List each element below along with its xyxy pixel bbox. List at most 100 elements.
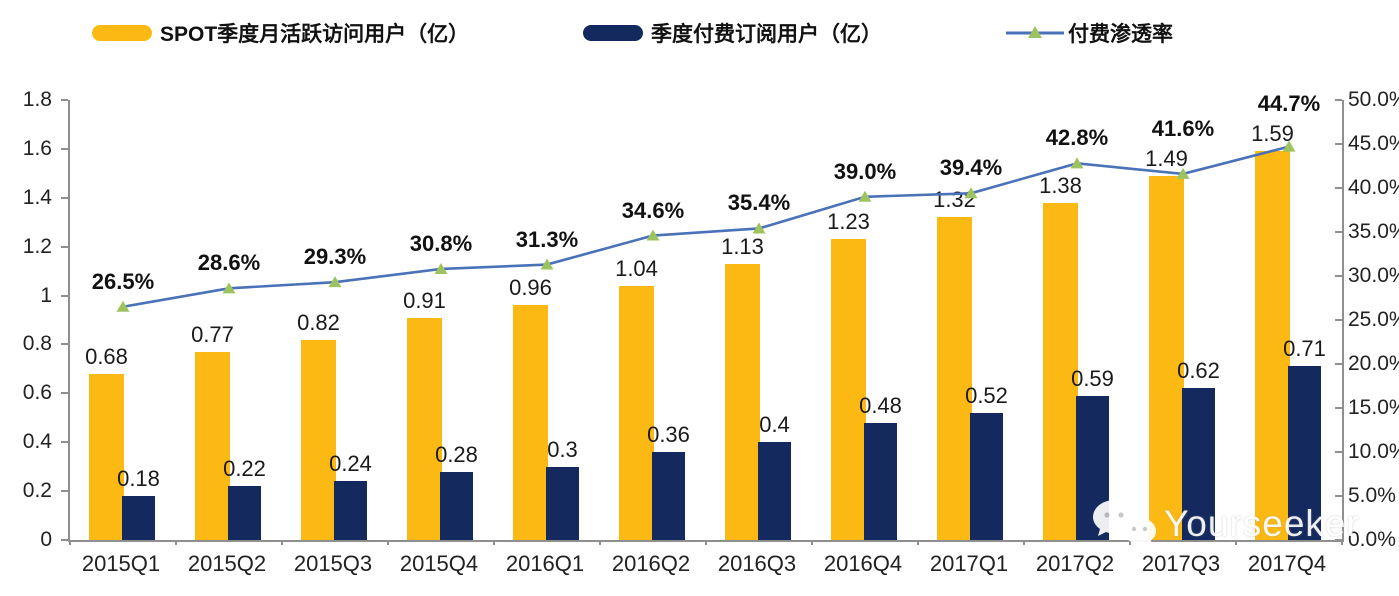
x-tick-label: 2016Q2 xyxy=(611,551,691,576)
x-axis-tick xyxy=(705,540,707,545)
x-axis-tick xyxy=(281,540,283,545)
y-tick-label-left: 1.6 xyxy=(22,136,52,160)
bar-value-label-mau: 0.77 xyxy=(191,321,234,347)
penetration-line xyxy=(116,140,1296,312)
left-axis-tick xyxy=(61,539,68,541)
penetration-pct-label: 41.6% xyxy=(1151,115,1215,141)
x-tick-label: 2015Q4 xyxy=(399,551,479,576)
x-tick-label: 2015Q1 xyxy=(81,551,161,576)
left-axis-tick xyxy=(61,490,68,493)
y-tick-label-right: 0.0% xyxy=(1348,528,1396,551)
right-axis-tick xyxy=(1335,99,1342,101)
x-axis-tick xyxy=(387,540,389,545)
legend-item-mau: SPOT季度月活跃访问用户（亿） xyxy=(92,22,469,46)
bar-value-label-mau: 0.68 xyxy=(85,343,128,369)
right-axis-tick xyxy=(1335,363,1342,365)
bar-subs xyxy=(122,496,155,540)
right-axis-tick xyxy=(1335,451,1342,453)
x-axis-tick xyxy=(1023,540,1025,545)
x-axis-tick xyxy=(1235,540,1237,545)
left-axis-tick xyxy=(61,99,68,101)
y-tick-label-right: 15.0% xyxy=(1348,396,1399,419)
bar-mau xyxy=(725,263,760,540)
x-axis-tick xyxy=(599,540,601,545)
right-axis-tick xyxy=(1335,187,1342,189)
penetration-pct-label: 42.8% xyxy=(1045,125,1109,151)
bar-value-label-mau: 1.49 xyxy=(1145,145,1188,171)
mau-swatch-icon xyxy=(92,25,152,41)
bar-value-label-subs: 0.24 xyxy=(329,451,372,477)
bar-mau xyxy=(937,217,972,540)
line-marker-icon xyxy=(1070,157,1084,169)
legend-label-mau: SPOT季度月活跃访问用户（亿） xyxy=(160,23,470,46)
left-axis-tick xyxy=(61,245,68,248)
penetration-pct-label: 31.3% xyxy=(515,226,579,252)
bar-value-label-mau: 0.96 xyxy=(509,275,552,301)
bar-mau xyxy=(831,239,866,540)
right-axis-tick xyxy=(1335,231,1342,233)
bar-value-label-subs: 0.18 xyxy=(117,466,160,491)
bar-subs xyxy=(546,466,579,540)
y-tick-label-right: 25.0% xyxy=(1348,308,1399,331)
x-tick-label: 2017Q2 xyxy=(1035,551,1115,576)
left-axis-tick xyxy=(61,441,68,444)
x-tick-label: 2017Q4 xyxy=(1247,551,1327,576)
bar-value-label-mau: 1.38 xyxy=(1039,172,1082,198)
bar-subs xyxy=(228,486,261,540)
bar-value-label-mau: 1.04 xyxy=(615,255,658,281)
bar-value-label-mau: 1.13 xyxy=(721,233,764,259)
penetration-pct-label: 26.5% xyxy=(91,268,155,294)
y-tick-label-right: 5.0% xyxy=(1348,484,1396,507)
x-axis-tick xyxy=(69,540,71,545)
legend-item-subs: 季度付费订阅用户（亿） xyxy=(583,22,882,46)
y-tick-label-right: 30.0% xyxy=(1348,264,1399,287)
left-axis-tick xyxy=(61,294,68,297)
x-tick-label: 2016Q3 xyxy=(717,551,797,576)
bar-value-label-subs: 0.71 xyxy=(1283,336,1326,362)
bar-value-label-mau: 1.23 xyxy=(827,209,870,235)
bar-value-label-subs: 0.22 xyxy=(223,456,266,482)
bar-value-label-subs: 0.52 xyxy=(965,382,1008,408)
penetration-pct-label: 28.6% xyxy=(197,250,261,276)
penetration-pct-label: 44.7% xyxy=(1257,91,1321,117)
y-tick-label-right: 20.0% xyxy=(1348,352,1399,375)
bar-value-label-mau: 0.82 xyxy=(297,309,340,335)
line-marker-icon xyxy=(858,190,872,202)
y-tick-label-left: 0.4 xyxy=(22,430,52,454)
penetration-pct-label: 34.6% xyxy=(621,197,685,223)
bar-value-label-mau: 1.59 xyxy=(1251,121,1294,147)
line-marker-icon xyxy=(1176,167,1190,179)
line-marker-icon xyxy=(540,258,554,270)
y-tick-label-right: 40.0% xyxy=(1348,176,1399,199)
right-axis-tick xyxy=(1335,319,1342,321)
bar-value-label-subs: 0.59 xyxy=(1071,365,1114,391)
line-marker-icon xyxy=(646,229,660,241)
left-axis-tick xyxy=(61,147,68,150)
bar-subs xyxy=(758,442,791,540)
y-tick-label-left: 0 xyxy=(40,528,52,551)
y-tick-label-right: 50.0% xyxy=(1348,88,1399,111)
x-tick-label: 2017Q3 xyxy=(1141,551,1221,576)
bar-mau xyxy=(1255,151,1290,540)
x-tick-label: 2016Q1 xyxy=(505,551,585,576)
bar-subs xyxy=(864,422,897,540)
bar-value-label-subs: 0.62 xyxy=(1177,358,1220,384)
x-axis-tick xyxy=(811,540,813,545)
line-marker-icon xyxy=(964,187,978,199)
bar-value-label-subs: 0.28 xyxy=(435,441,478,467)
y-tick-label-right: 35.0% xyxy=(1348,220,1399,243)
bar-value-label-subs: 0.3 xyxy=(547,436,578,462)
x-tick-label: 2017Q1 xyxy=(929,551,1009,576)
x-axis-tick xyxy=(1129,540,1131,545)
legend-label-penetration: 付费渗透率 xyxy=(1068,23,1173,46)
y-tick-label-left: 1.4 xyxy=(22,185,52,209)
line-marker-icon xyxy=(752,222,766,234)
left-axis-tick xyxy=(61,343,68,346)
y-tick-label-right: 45.0% xyxy=(1348,132,1399,155)
bar-mau xyxy=(619,285,654,540)
bar-subs xyxy=(970,412,1003,540)
bar-subs xyxy=(652,452,685,540)
legend-item-penetration: 付费渗透率 xyxy=(1006,22,1173,46)
line-marker-icon xyxy=(328,276,342,288)
bar-subs xyxy=(1182,388,1215,540)
